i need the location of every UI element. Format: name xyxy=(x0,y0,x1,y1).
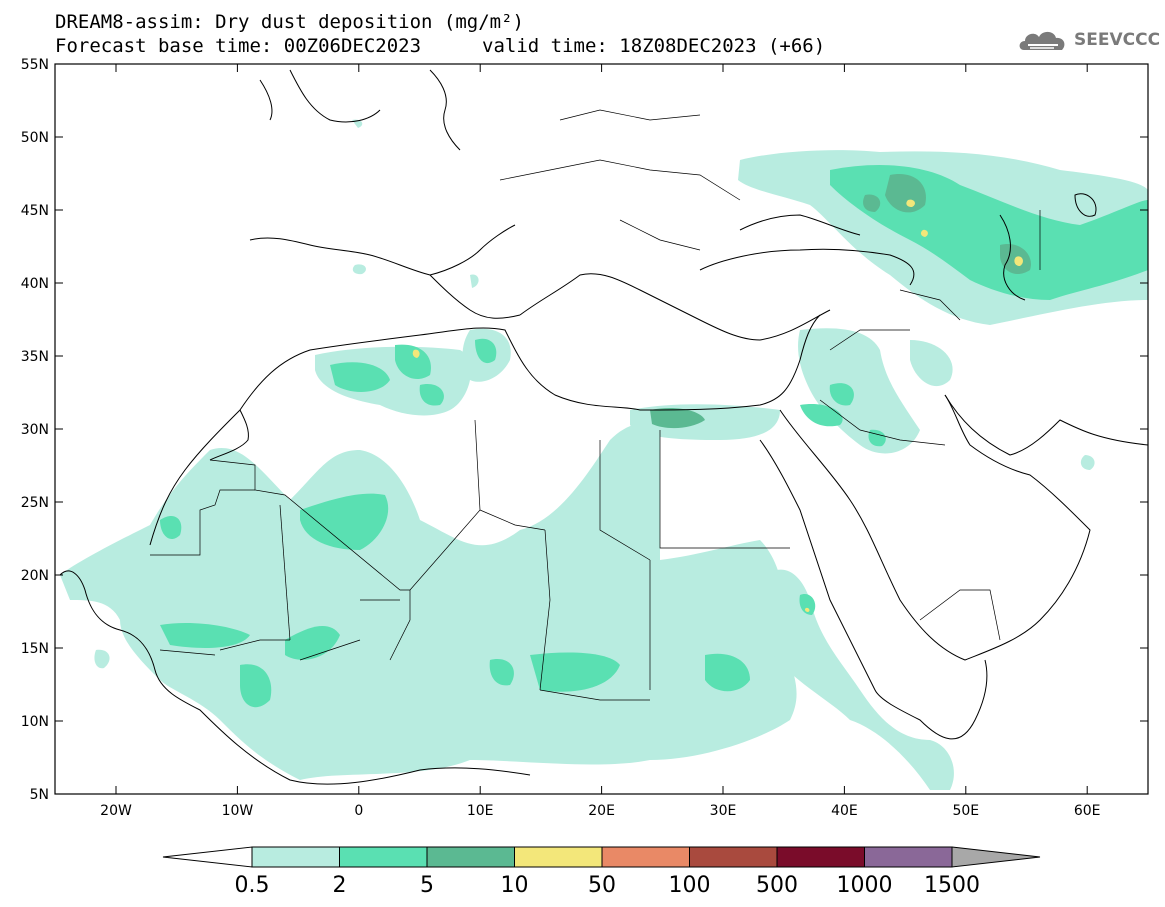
colorbar-segment xyxy=(339,846,428,868)
lat-label: 5N xyxy=(30,787,49,803)
map-title: DREAM8-assim: Dry dust deposition (mg/m²… xyxy=(55,11,524,33)
colorbar-segment xyxy=(426,846,515,868)
seevccc-logo: SEEVCCC xyxy=(1018,26,1160,56)
longitude-axis: 20W 10W 0 10E 20E 30E 40E 50E 60E xyxy=(100,64,1101,819)
valid-time: valid time: 18Z08DEC2023 (+66) xyxy=(482,35,826,57)
cloud-icon xyxy=(1019,31,1065,50)
lat-label: 30N xyxy=(21,422,49,438)
colorbar-label: 100 xyxy=(669,873,711,898)
colorbar-segment xyxy=(251,846,340,868)
lon-label: 10W xyxy=(222,803,254,819)
lat-label: 10N xyxy=(21,714,49,730)
coastlines xyxy=(59,69,1149,785)
colorbar-segment xyxy=(689,846,778,868)
forecast-base-time: Forecast base time: 00Z06DEC2023 xyxy=(55,35,422,57)
lon-label: 10E xyxy=(467,803,494,819)
colorbar-under-arrow xyxy=(162,846,253,868)
lat-label: 20N xyxy=(21,568,49,584)
colorbar-label: 1500 xyxy=(924,873,980,898)
lat-label: 40N xyxy=(21,276,49,292)
country-borders xyxy=(150,109,1041,701)
colorbar-over-arrow xyxy=(951,846,1041,868)
lat-label: 55N xyxy=(21,57,49,73)
colorbar-label: 10 xyxy=(501,873,529,898)
lat-label: 15N xyxy=(21,641,49,657)
logo-text: SEEVCCC xyxy=(1074,30,1161,50)
lon-label: 60E xyxy=(1074,803,1101,819)
lat-label: 50N xyxy=(21,130,49,146)
lat-label: 45N xyxy=(21,203,49,219)
colorbar: 0.5 2 5 10 50 100 500 1000 1500 xyxy=(162,846,1041,898)
colorbar-label: 50 xyxy=(588,873,616,898)
colorbar-segment xyxy=(776,846,865,868)
colorbar-label: 1000 xyxy=(837,873,893,898)
colorbar-segment xyxy=(514,846,603,868)
colorbar-label: 5 xyxy=(420,873,434,898)
colorbar-label: 2 xyxy=(333,873,347,898)
lon-label: 20E xyxy=(588,803,615,819)
lon-label: 50E xyxy=(952,803,979,819)
lat-label: 35N xyxy=(21,349,49,365)
lon-label: 0 xyxy=(354,803,363,819)
latitude-axis: 55N 50N 45N 40N 35N 30N 25N 20N 15N 10N 5N xyxy=(21,57,1148,803)
colorbar-label: 500 xyxy=(756,873,798,898)
colorbar-label: 0.5 xyxy=(235,873,270,898)
colorbar-segment xyxy=(864,846,953,868)
lat-label: 25N xyxy=(21,495,49,511)
dust-shading-high xyxy=(412,199,1023,612)
lon-label: 30E xyxy=(710,803,737,819)
colorbar-segment xyxy=(601,846,690,868)
lon-label: 20W xyxy=(100,803,132,819)
dust-shading-dark xyxy=(650,174,1031,429)
lon-label: 40E xyxy=(831,803,858,819)
